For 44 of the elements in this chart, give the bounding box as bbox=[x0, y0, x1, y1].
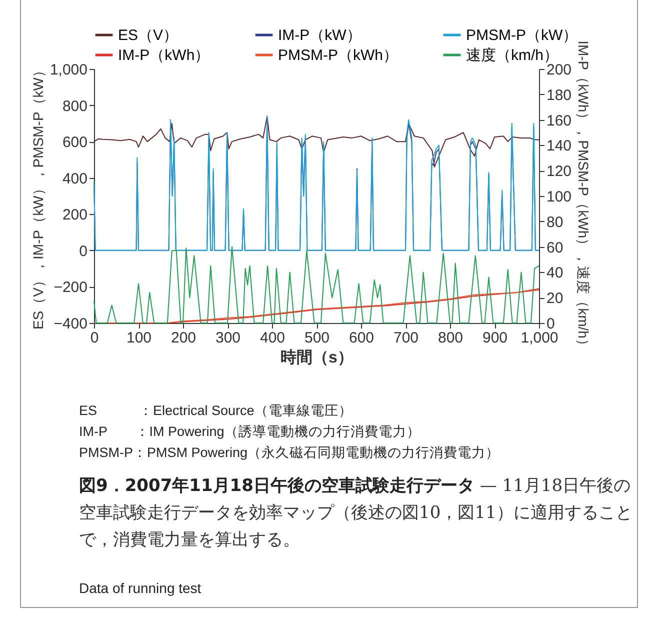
y2-tick-label: 140 bbox=[546, 138, 572, 155]
y2-tick-label: 60 bbox=[546, 239, 564, 256]
x-tick-label: 900 bbox=[482, 330, 508, 346]
x-tick-label: 1,000 bbox=[520, 330, 558, 346]
x-tick-label: 0 bbox=[90, 330, 99, 346]
text: PMSM-P：PMSM Powering（永久磁石同期電動機の力行消費電力） bbox=[79, 444, 500, 462]
legend-label: ES（V） bbox=[118, 27, 178, 44]
y-tick-label: 0 bbox=[79, 242, 88, 260]
legend-label: PMSM-P（kWh） bbox=[278, 47, 398, 64]
y2-tick-label: 20 bbox=[546, 290, 564, 308]
y-tick-label: −400 bbox=[54, 316, 88, 332]
x-tick-label: 700 bbox=[393, 330, 419, 346]
legend-label: PMSM-P（kW） bbox=[466, 27, 578, 44]
x-axis-title: 時間（s） bbox=[280, 348, 354, 366]
y2-tick-label: 200 bbox=[546, 62, 572, 78]
legend-label: 速度（km/h） bbox=[466, 47, 559, 64]
legend-label: IM-P（kWh） bbox=[118, 47, 210, 64]
text: IM-P ：IM Powering（誘導電動機の力行消費電力） bbox=[79, 423, 422, 441]
text: ES ：Electrical Source（電車線電圧） bbox=[79, 402, 354, 420]
y2-axis-title: IM-P（kWh），PMSM-P（kWh），速度（km/h） bbox=[576, 40, 592, 352]
y-axis-title: ES（V），IM-P（kW），PMSM-P（kW） bbox=[30, 64, 46, 330]
x-tick-label: 300 bbox=[215, 330, 241, 346]
x-tick-label: 500 bbox=[304, 330, 330, 346]
y-tick-label: 1,000 bbox=[50, 62, 88, 78]
x-tick-label: 200 bbox=[170, 330, 196, 346]
text: Data of running test bbox=[79, 580, 202, 596]
y2-tick-label: 100 bbox=[546, 188, 572, 206]
y-tick-label: 600 bbox=[62, 134, 88, 152]
legend-label: IM-P（kW） bbox=[278, 27, 362, 44]
y2-tick-label: 180 bbox=[546, 86, 572, 104]
y2-tick-label: 160 bbox=[546, 112, 572, 130]
y2-tick-label: 40 bbox=[546, 264, 564, 282]
x-tick-label: 100 bbox=[126, 330, 152, 346]
y-tick-label: 200 bbox=[62, 206, 88, 224]
y-tick-label: 400 bbox=[62, 170, 88, 188]
x-tick-label: 400 bbox=[260, 330, 286, 346]
text: 図9．2007年11月18日午後の空車試験走行データ bbox=[79, 476, 474, 496]
y2-tick-label: 0 bbox=[546, 316, 555, 332]
x-tick-label: 800 bbox=[438, 330, 464, 346]
y2-tick-label: 80 bbox=[546, 214, 564, 231]
y-tick-label: 800 bbox=[62, 98, 88, 115]
x-tick-label: 600 bbox=[348, 330, 374, 346]
y2-tick-label: 120 bbox=[546, 163, 572, 180]
y-tick-label: −200 bbox=[54, 279, 88, 296]
